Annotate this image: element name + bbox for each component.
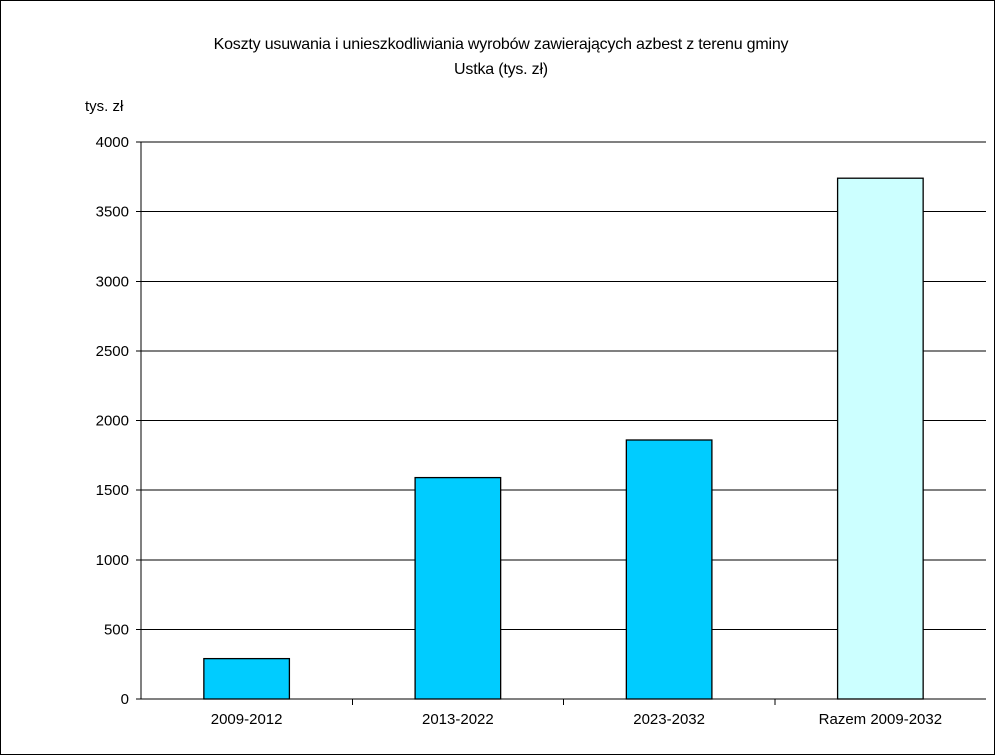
y-tick-label: 0	[121, 691, 129, 708]
y-axis-unit-label: tys. zł	[85, 98, 124, 115]
y-tick-label: 3000	[96, 273, 129, 290]
chart-title-line2: Ustka (tys. zł)	[454, 61, 548, 78]
bar	[203, 657, 291, 700]
y-tick-label: 1500	[96, 482, 129, 499]
x-tick-label: Razem 2009-2032	[819, 711, 942, 728]
x-tick-label: 2013-2022	[422, 711, 494, 728]
y-tick-label: 3500	[96, 204, 129, 221]
y-tick-label: 500	[104, 621, 129, 638]
axes	[136, 141, 986, 705]
bars	[203, 177, 924, 700]
chart-title-line1: Koszty usuwania i unieszkodliwiania wyro…	[213, 36, 789, 53]
tick-labels: 0 500 1000 1500 2000 2500 3000 3500 4000 2009-201…	[96, 134, 942, 728]
y-tick-label: 4000	[96, 134, 129, 151]
y-tick-label: 1000	[96, 552, 129, 569]
x-tick-label: 2023-2032	[633, 711, 705, 728]
bar	[836, 177, 924, 700]
bar	[414, 476, 502, 700]
x-tick-label: 2009-2012	[211, 711, 283, 728]
bar	[625, 439, 713, 700]
y-tick-label: 2000	[96, 413, 129, 430]
y-tick-label: 2500	[96, 343, 129, 360]
